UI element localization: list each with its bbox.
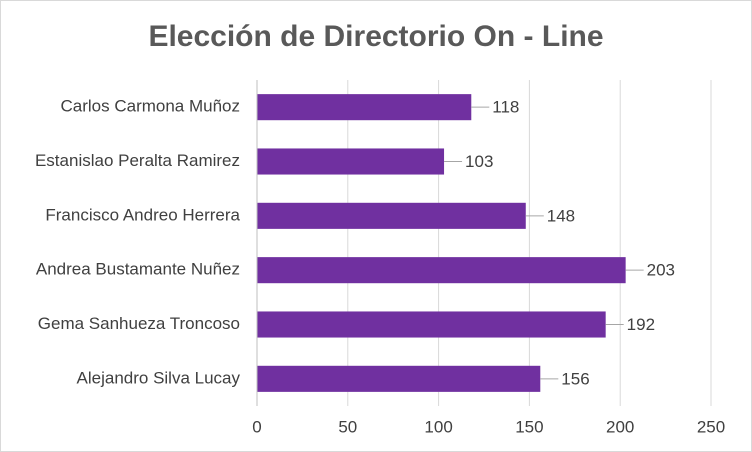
x-tick-label: 100: [424, 417, 452, 436]
bar: [257, 148, 445, 175]
y-tick-label: Andrea Bustamante Nuñez: [36, 260, 240, 279]
y-tick-label: Francisco Andreo Herrera: [45, 205, 240, 224]
bar: [257, 257, 626, 284]
data-label: 156: [561, 369, 589, 388]
data-label: 192: [627, 315, 655, 334]
bar: [257, 94, 472, 121]
y-tick-label: Carlos Carmona Muñoz: [60, 97, 240, 116]
y-tick-label: Gema Sanhueza Troncoso: [38, 314, 240, 333]
chart-title: Elección de Directorio On - Line: [148, 20, 603, 53]
data-label: 103: [465, 152, 493, 171]
data-label: 118: [492, 98, 519, 117]
y-tick-label: Estanislao Peralta Ramirez: [35, 151, 240, 170]
data-label: 148: [547, 206, 575, 225]
x-tick-label: 0: [252, 417, 261, 436]
x-tick-label: 250: [697, 417, 725, 436]
bar: [257, 202, 526, 229]
bar: [257, 365, 541, 392]
y-tick-label: Alejandro Silva Lucay: [77, 368, 241, 387]
bar: [257, 311, 606, 338]
x-tick-label: 50: [338, 417, 357, 436]
x-tick-label: 150: [515, 417, 543, 436]
x-tick-label: 200: [606, 417, 634, 436]
data-label: 203: [647, 261, 675, 280]
